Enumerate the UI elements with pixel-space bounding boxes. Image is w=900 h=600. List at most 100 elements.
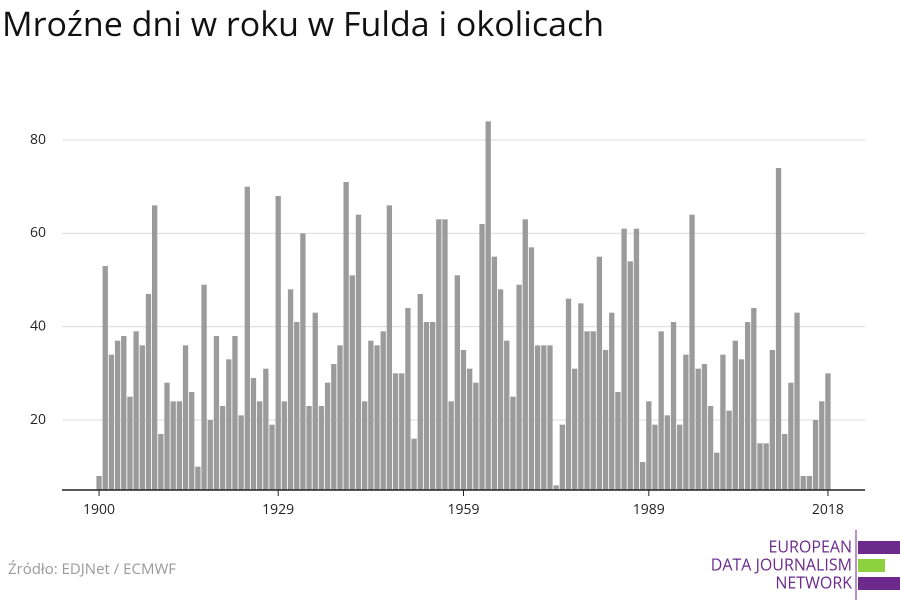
bar: [479, 224, 485, 490]
bar: [448, 401, 454, 490]
bar: [374, 345, 380, 490]
y-tick-label: 60: [30, 223, 46, 242]
bar: [485, 121, 491, 490]
bar: [139, 345, 145, 490]
bar: [788, 382, 794, 490]
bar: [108, 354, 115, 490]
bar: [510, 396, 516, 490]
bar: [436, 219, 442, 491]
bar: [189, 392, 195, 490]
bar: [720, 354, 726, 490]
bar: [392, 373, 399, 490]
bar: [615, 392, 621, 490]
bar: [399, 373, 405, 490]
bar: [590, 331, 596, 490]
bar: [707, 406, 714, 490]
bar: [584, 331, 590, 490]
bar: [337, 345, 343, 490]
y-tick-label: 80: [30, 130, 46, 149]
bar: [769, 350, 776, 490]
bar: [170, 401, 176, 490]
bar: [633, 228, 640, 490]
bar: [405, 308, 411, 490]
bar: [652, 424, 658, 490]
bar: [467, 368, 473, 490]
chart-title: Mroźne dni w roku w Fulda i okolicach: [2, 0, 604, 46]
bar: [775, 168, 782, 490]
bar: [269, 424, 275, 490]
bar: [287, 289, 294, 490]
bar: [312, 312, 318, 490]
bar: [664, 415, 670, 490]
bar: [232, 336, 238, 490]
bar: [602, 350, 609, 490]
bar: [195, 466, 201, 490]
bar: [417, 294, 423, 490]
bar: [324, 382, 331, 490]
bar: [782, 434, 788, 490]
bar: [812, 420, 819, 490]
bar: [263, 368, 269, 490]
logo-text: NETWORK: [775, 571, 852, 593]
bar: [380, 331, 386, 490]
bar: [145, 294, 152, 490]
logo-text: DATA JOURNALISM: [711, 553, 852, 575]
bar: [547, 345, 553, 490]
bar: [442, 219, 448, 491]
bar: [714, 452, 720, 490]
bar: [244, 186, 250, 490]
bar: [639, 462, 646, 490]
bar: [522, 219, 528, 491]
bar: [800, 476, 806, 490]
bar: [164, 382, 170, 490]
x-tick-label: 1959: [447, 500, 479, 519]
bar: [473, 382, 479, 490]
bar: [559, 424, 565, 490]
bar: [362, 401, 368, 490]
bar: [541, 345, 547, 490]
bar: [504, 340, 510, 490]
bar: [306, 406, 312, 490]
bar: [121, 336, 127, 490]
bar: [689, 214, 695, 490]
bar: [201, 284, 207, 490]
bar: [294, 322, 300, 490]
x-tick-label: 2018: [812, 500, 844, 519]
bar: [565, 298, 572, 490]
bar: [726, 410, 732, 490]
bar: [806, 476, 813, 490]
logo-bar: [858, 559, 885, 572]
bar: [732, 340, 738, 490]
bar: [349, 275, 355, 490]
bar: [127, 396, 133, 490]
bar: [207, 420, 213, 490]
bar: [609, 312, 615, 490]
bar: [355, 214, 362, 490]
bar: [491, 256, 498, 490]
bar: [744, 322, 751, 490]
bar: [176, 401, 183, 490]
bar: [578, 303, 584, 490]
logo-bar: [858, 577, 900, 590]
x-tick-label: 1900: [83, 500, 115, 519]
bar: [331, 364, 337, 490]
bar: [751, 308, 757, 490]
bar: [386, 205, 393, 491]
bar: [158, 434, 164, 490]
logo-bar: [858, 541, 900, 554]
bar: [318, 406, 325, 490]
bar: [683, 354, 689, 490]
bar: [819, 401, 825, 490]
bar: [825, 373, 831, 490]
bar: [534, 345, 541, 490]
bar: [454, 275, 460, 490]
bar: [658, 331, 664, 490]
bar: [238, 415, 244, 490]
bar: [257, 401, 263, 490]
bar: [516, 284, 522, 490]
bar: [553, 485, 559, 490]
bar: [281, 401, 288, 490]
bar: [497, 289, 504, 490]
bar: [646, 401, 652, 490]
